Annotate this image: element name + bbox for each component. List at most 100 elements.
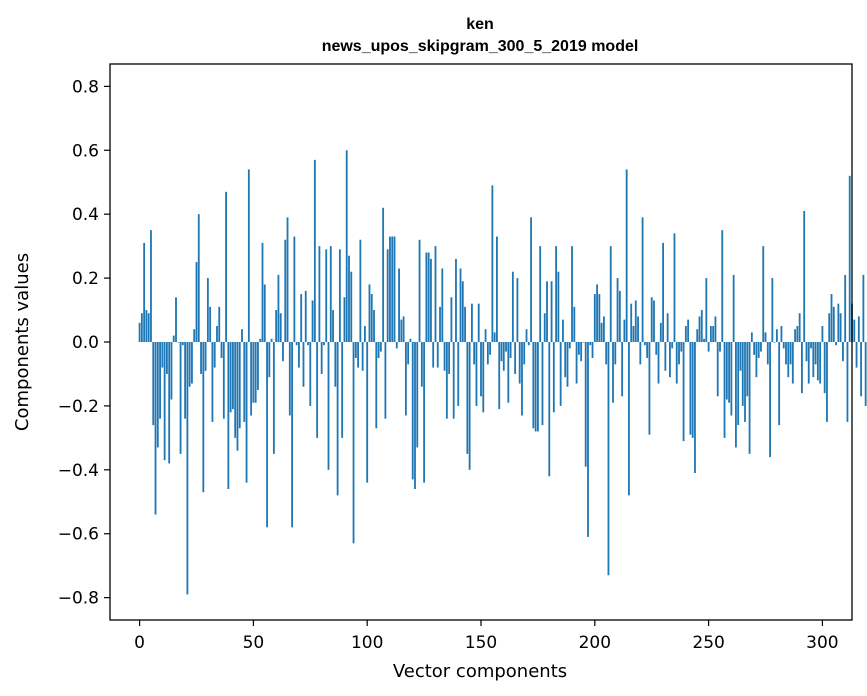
bar-122 [416,342,419,448]
bar-304 [830,294,833,342]
bar-254 [716,342,719,397]
bar-99 [364,326,366,342]
bar-305 [832,306,835,342]
bar-212 [621,342,624,397]
bar-296 [812,342,815,378]
bar-259 [728,342,730,403]
bar-36 [220,342,223,358]
bar-26 [197,214,200,342]
bar-135 [445,342,448,419]
bar-124 [420,342,423,387]
bar-155 [491,185,494,342]
x-axis-label: Vector components [393,661,567,682]
bar-39 [227,342,230,489]
bar-16 [175,297,177,342]
bar-269 [750,332,753,342]
bar-160 [502,342,505,371]
bar-263 [737,342,740,426]
bar-24 [193,329,196,342]
bar-123 [418,239,421,342]
bar-159 [500,342,503,362]
bar-161 [505,342,507,352]
bar-147 [473,342,476,365]
bar-112 [393,236,396,342]
bar-186 [562,319,564,342]
bar-25 [195,262,198,342]
bar-101 [368,284,371,342]
bar-311 [846,342,849,422]
bar-183 [555,246,558,342]
y-axis-label: Components values [12,253,33,431]
bar-214 [625,169,628,342]
bar-175 [536,342,539,432]
bar-18 [179,342,182,454]
bar-70 [298,342,300,368]
bar-233 [669,342,671,378]
bar-227 [655,342,658,355]
bar-34 [216,326,218,342]
bar-109 [386,249,389,342]
bar-104 [375,342,378,429]
x-tick-label: 100 [351,633,383,653]
bar-0 [138,322,141,342]
bar-197 [587,342,589,537]
bar-206 [607,342,610,576]
bar-113 [395,342,398,349]
bar-265 [741,342,744,406]
bar-170 [525,329,528,342]
bar-54 [261,242,264,342]
bar-133 [441,268,444,342]
bar-42 [234,342,237,438]
bar-279 [773,342,776,343]
bar-45 [241,329,243,342]
bar-103 [373,310,375,342]
bar-285 [787,342,790,378]
bar-276 [766,342,769,365]
bar-244 [694,342,696,474]
bar-179 [546,281,548,342]
bar-134 [443,342,446,371]
bar-145 [468,342,471,470]
bar-293 [805,342,808,362]
bar-199 [591,342,594,358]
bar-266 [744,342,746,422]
bar-8 [156,342,159,448]
bar-31 [209,306,212,342]
bar-162 [507,342,510,403]
bar-150 [480,342,482,397]
bar-200 [593,294,596,342]
bar-272 [757,342,760,358]
bar-195 [582,342,585,343]
y-axis-ticks: 0.8 0.6 0.4 0.2 0.0 −0.2 −0.4 −0.6 −0.8 [58,77,110,609]
bar-249 [705,278,708,342]
bar-51 [254,342,257,403]
bar-140 [457,342,460,406]
plot-frame [109,63,853,621]
bar-52 [257,342,259,390]
bar-14 [170,342,173,400]
bar-270 [753,342,756,355]
bar-9 [159,342,161,419]
bar-302 [826,342,828,422]
bar-71 [300,294,303,342]
bar-308 [839,313,842,342]
bar-297 [814,342,817,365]
bar-48 [247,169,250,342]
bar-281 [778,342,781,426]
bar-238 [680,342,683,352]
bar-314 [853,319,856,342]
bar-255 [719,342,721,352]
bar-2 [143,242,146,342]
bar-30 [206,278,209,342]
bar-190 [571,246,573,342]
bar-44 [238,342,241,429]
bar-119 [409,338,412,342]
y-tick-label: 0.0 [72,333,99,353]
bar-176 [539,246,542,342]
bar-251 [709,326,712,342]
bar-258 [725,342,728,400]
bar-56 [266,342,268,528]
bar-29 [204,342,207,371]
bar-165 [514,342,517,374]
bar-202 [598,294,601,342]
